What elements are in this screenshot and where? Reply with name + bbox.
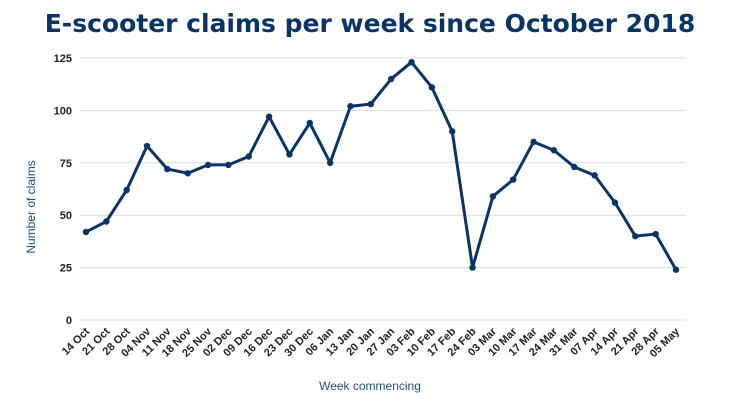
data-point	[550, 147, 558, 154]
data-point	[286, 151, 293, 158]
data-point	[510, 176, 517, 183]
data-point	[591, 172, 598, 179]
y-tick-label: 100	[54, 105, 72, 117]
data-point	[489, 193, 497, 200]
data-point	[82, 228, 90, 236]
chart-title: E-scooter claims per week since October …	[45, 9, 696, 38]
data-point	[387, 75, 395, 83]
data-point	[652, 230, 659, 238]
data-point	[204, 161, 212, 169]
data-point	[265, 113, 273, 120]
data-point	[449, 128, 456, 135]
data-point	[225, 161, 232, 169]
data-point	[469, 264, 476, 271]
y-tick-label: 75	[60, 158, 72, 170]
x-axis-label: Week commencing	[319, 379, 421, 393]
y-tick-label: 0	[66, 315, 72, 327]
data-point	[408, 58, 415, 66]
data-point	[571, 163, 578, 171]
y-axis-label: Number of claims	[24, 160, 38, 253]
series-line	[85, 60, 678, 271]
y-tick-label: 25	[60, 263, 72, 275]
data-point	[367, 100, 375, 108]
data-point	[143, 142, 151, 150]
data-point	[123, 186, 130, 194]
data-point	[672, 266, 680, 273]
data-point	[611, 199, 619, 206]
data-point	[428, 84, 436, 91]
data-point	[306, 119, 313, 127]
data-point	[184, 170, 191, 177]
y-tick-label: 50	[60, 210, 72, 222]
data-point	[245, 153, 252, 160]
data-point	[103, 218, 110, 225]
y-tick-label: 125	[54, 53, 72, 65]
data-point	[632, 232, 639, 240]
data-point	[164, 165, 171, 173]
data-point	[326, 159, 334, 166]
data-point	[347, 103, 354, 110]
data-point	[530, 138, 537, 146]
